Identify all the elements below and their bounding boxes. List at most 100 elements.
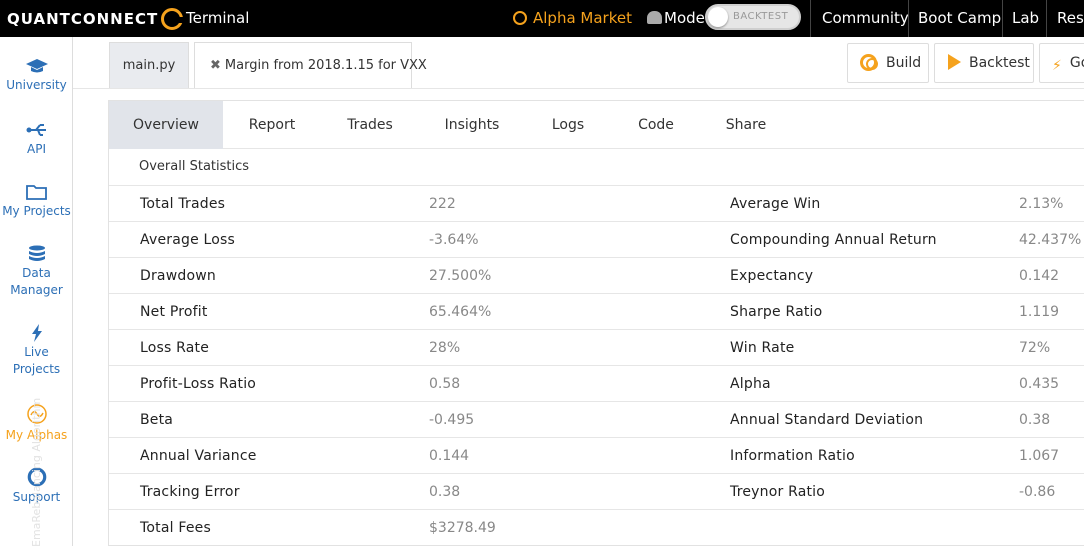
stat-value: 1.119 <box>1019 304 1060 320</box>
nav-alpha-market[interactable]: Alpha Market <box>513 0 632 37</box>
close-icon[interactable]: ✖ <box>210 58 221 73</box>
alpha-icon <box>26 404 47 424</box>
file-tab-main-py[interactable]: main.py <box>109 42 189 89</box>
stat-label: Average Loss <box>140 232 236 248</box>
stat-label: Expectancy <box>730 268 814 284</box>
build-button[interactable]: Build <box>847 43 929 83</box>
stat-label: Loss Rate <box>140 340 210 356</box>
stat-label: Sharpe Ratio <box>730 304 823 320</box>
stat-value: 72% <box>1019 340 1051 356</box>
sidebar-item-api[interactable]: API <box>0 121 73 158</box>
mode-label-text: Mode <box>664 9 705 27</box>
sidebar-item-label: My Projects <box>2 204 71 218</box>
backtest-button[interactable]: Backtest <box>934 43 1034 83</box>
database-icon <box>28 245 45 261</box>
top-nav-bar: QUANTCONNECT Terminal Alpha Market Mode … <box>0 0 1084 37</box>
sidebar-item-my-projects[interactable]: My Projects <box>0 183 73 220</box>
stat-label: Compounding Annual Return <box>730 232 937 248</box>
stat-value: 28% <box>429 340 461 356</box>
stat-value: 0.58 <box>429 376 461 392</box>
stat-value: 42.437% <box>1019 232 1082 248</box>
stat-label: Profit-Loss Ratio <box>140 376 257 392</box>
table-row: Total Trades 222 Average Win 2.13% <box>109 185 1084 221</box>
toggle-knob <box>708 7 728 27</box>
usb-icon <box>26 124 46 136</box>
sidebar-item-label: Support <box>12 490 61 504</box>
nav-lab[interactable]: Lab <box>1012 9 1040 27</box>
stat-value: -3.64% <box>429 232 479 248</box>
project-name-vertical: EmaRebalancing Algorithm <box>30 397 43 547</box>
editor-tabstrip: main.py ✖ Margin from 2018.1.15 for VXX B… <box>73 37 1084 89</box>
stat-label: Win Rate <box>730 340 795 356</box>
table-row: Tracking Error 0.38 Treynor Ratio -0.86 <box>109 473 1084 509</box>
stat-label: Drawdown <box>140 268 216 284</box>
table-row: Loss Rate 28% Win Rate 72% <box>109 329 1084 365</box>
stat-label: Annual Standard Deviation <box>730 412 924 428</box>
nav-research[interactable]: Rese <box>1057 9 1084 27</box>
results-tab-bar: Overview Report Trades Insights Logs Cod… <box>109 101 1084 149</box>
tab-code[interactable]: Code <box>638 117 674 133</box>
tab-report[interactable]: Report <box>248 117 296 133</box>
stat-label: Total Trades <box>140 196 226 212</box>
tab-logs[interactable]: Logs <box>551 117 585 133</box>
logo-text: QUANTCONNECT <box>7 10 159 28</box>
divider <box>1046 0 1047 37</box>
lifebuoy-icon <box>27 467 46 487</box>
section-title: Overall Statistics <box>139 159 250 174</box>
table-row: Beta -0.495 Annual Standard Deviation 0.38 <box>109 401 1084 437</box>
tab-overview[interactable]: Overview <box>109 101 223 149</box>
stat-label: Tracking Error <box>140 484 240 500</box>
tab-share[interactable]: Share <box>725 117 767 133</box>
go-live-button-label: Go <box>1069 55 1084 71</box>
file-tab-label: main.py <box>122 58 176 73</box>
left-sidebar: University API My Projects Data Manager … <box>0 37 73 547</box>
sidebar-item-university[interactable]: University <box>0 57 73 94</box>
nav-terminal[interactable]: Terminal <box>186 9 250 27</box>
sidebar-item-support[interactable]: Support <box>0 467 73 506</box>
backtest-button-label: Backtest <box>969 55 1030 71</box>
stat-value: 0.435 <box>1019 376 1060 392</box>
build-button-label: Build <box>886 55 922 71</box>
nav-alpha-market-label: Alpha Market <box>533 9 632 27</box>
gears-icon <box>860 54 878 71</box>
stat-value: 2.13% <box>1019 196 1064 212</box>
sidebar-item-label: University <box>6 78 67 92</box>
tab-insights[interactable]: Insights <box>444 117 500 133</box>
divider <box>908 0 909 37</box>
sidebar-item-data-manager[interactable]: Data Manager <box>0 245 73 299</box>
stat-value: -0.495 <box>429 412 475 428</box>
gamepad-icon <box>647 11 662 24</box>
table-row: Total Fees $3278.49 <box>109 509 1084 545</box>
nav-community[interactable]: Community <box>822 9 909 27</box>
mode-toggle-text: BACKTEST <box>733 11 789 22</box>
stat-value: 222 <box>429 196 456 212</box>
table-row: Drawdown 27.500% Expectancy 0.142 <box>109 257 1084 293</box>
tabstrip-divider <box>73 88 1084 89</box>
sidebar-item-label: API <box>27 142 46 156</box>
bolt-icon <box>31 324 42 342</box>
stat-label: Information Ratio <box>730 448 855 464</box>
mode-toggle[interactable]: BACKTEST <box>705 4 801 30</box>
folder-icon <box>25 185 47 200</box>
sidebar-item-my-alphas[interactable]: My Alphas <box>0 403 73 444</box>
stat-value: 0.38 <box>429 484 461 500</box>
sidebar-item-label-line2: Manager <box>10 283 63 297</box>
go-live-button[interactable]: ⚡ Go <box>1039 43 1084 83</box>
tab-trades[interactable]: Trades <box>347 117 393 133</box>
table-row: Net Profit 65.464% Sharpe Ratio 1.119 <box>109 293 1084 329</box>
sidebar-item-live-projects[interactable]: Live Projects <box>0 324 73 378</box>
file-tab-backtest[interactable]: ✖ Margin from 2018.1.15 for VXX <box>194 42 427 89</box>
divider <box>810 0 811 37</box>
table-row: Annual Variance 0.144 Information Ratio 1.0… <box>109 437 1084 473</box>
stat-value: 65.464% <box>429 304 492 320</box>
stat-value: 0.144 <box>429 448 470 464</box>
stat-label: Average Win <box>730 196 821 212</box>
play-icon <box>948 54 961 70</box>
graduation-cap-icon <box>25 59 48 73</box>
mode-label: Mode <box>647 0 705 37</box>
quantconnect-logo[interactable]: QUANTCONNECT <box>7 8 184 30</box>
nav-boot-camp[interactable]: Boot Camp <box>918 9 1002 27</box>
table-row: Profit-Loss Ratio 0.58 Alpha 0.435 <box>109 365 1084 401</box>
stat-value: -0.86 <box>1019 484 1056 500</box>
bolt-icon: ⚡ <box>1052 58 1062 74</box>
